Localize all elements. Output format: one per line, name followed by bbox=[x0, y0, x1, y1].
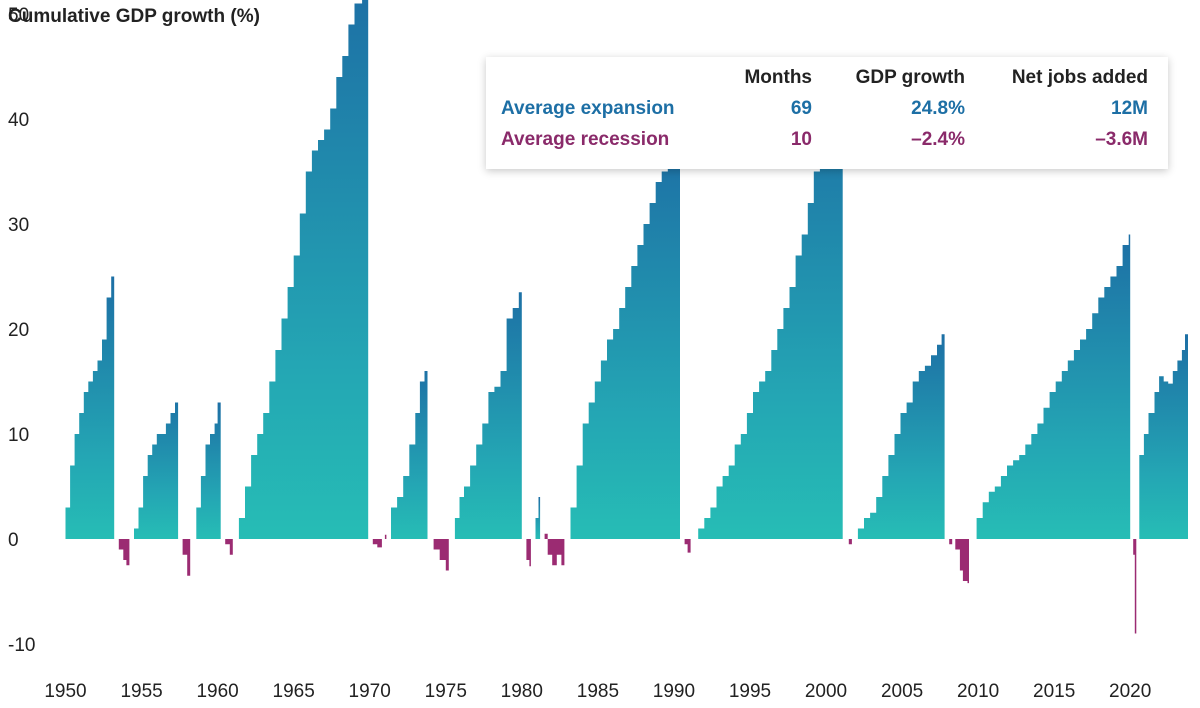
recession-area-17 bbox=[844, 539, 852, 545]
expansion-area-10 bbox=[450, 287, 522, 539]
expansion-area-20 bbox=[970, 234, 1131, 539]
expansion-area-16 bbox=[692, 87, 843, 539]
recession-area-1 bbox=[115, 539, 130, 566]
recession-area-3 bbox=[179, 539, 191, 576]
expansion-area-22 bbox=[1137, 334, 1188, 539]
x-tick-label: 1985 bbox=[577, 681, 619, 702]
legend-header-gdp-growth: GDP growth bbox=[855, 67, 965, 88]
x-tick-label: 1955 bbox=[120, 681, 162, 702]
x-tick-label: 1975 bbox=[425, 681, 467, 702]
expansion-area-12 bbox=[532, 497, 541, 539]
legend-recession-months: 10 bbox=[790, 129, 812, 150]
x-axis-ticks: 1950 1955 1960 1965 1970 1975 1980 1985 1990 1995… bbox=[44, 681, 1151, 702]
y-tick-label: 30 bbox=[8, 215, 29, 236]
series-areas bbox=[64, 0, 1188, 634]
legend-expansion-label: Average expansion bbox=[501, 98, 675, 119]
x-tick-label: 2010 bbox=[957, 681, 999, 702]
legend-expansion-gdp: 24.8% bbox=[911, 98, 965, 119]
y-tick-label: 10 bbox=[8, 425, 29, 446]
y-tick-label: 40 bbox=[8, 110, 29, 131]
recession-area-15 bbox=[681, 539, 691, 555]
recession-area-9 bbox=[429, 539, 449, 578]
recession-area-11 bbox=[523, 539, 531, 567]
recession-area-13 bbox=[541, 533, 565, 568]
x-tick-label: 1960 bbox=[196, 681, 238, 702]
x-tick-label: 1980 bbox=[501, 681, 543, 702]
recession-area-5 bbox=[222, 539, 233, 555]
legend-expansion-jobs: 12M bbox=[1111, 98, 1148, 119]
x-tick-label: 2015 bbox=[1033, 681, 1075, 702]
y-tick-label: -10 bbox=[8, 635, 35, 656]
expansion-area-0 bbox=[64, 276, 115, 539]
y-axis-title: Cumulative GDP growth (%) bbox=[8, 6, 260, 27]
y-tick-label: 20 bbox=[8, 320, 29, 341]
x-tick-label: 1965 bbox=[273, 681, 315, 702]
x-tick-label: 1995 bbox=[729, 681, 771, 702]
recession-area-7 bbox=[369, 534, 387, 548]
y-axis-ticks: -10 0 10 20 30 40 50 bbox=[8, 5, 35, 656]
x-tick-label: 2005 bbox=[881, 681, 923, 702]
y-tick-label: 50 bbox=[8, 5, 29, 26]
recession-area-19 bbox=[946, 539, 969, 584]
x-tick-label: 2020 bbox=[1109, 681, 1151, 702]
x-tick-label: 1970 bbox=[349, 681, 391, 702]
x-tick-label: 1950 bbox=[44, 681, 86, 702]
legend-header-months: Months bbox=[744, 67, 812, 88]
y-tick-label: 0 bbox=[8, 530, 19, 551]
summary-legend: Months GDP growth Net jobs added Average… bbox=[486, 57, 1168, 169]
expansion-area-4 bbox=[191, 402, 221, 539]
legend-recession-gdp: –2.4% bbox=[911, 129, 965, 150]
x-tick-label: 1990 bbox=[653, 681, 695, 702]
recession-area-21 bbox=[1131, 539, 1137, 634]
legend-recession-label: Average recession bbox=[501, 129, 670, 150]
expansion-area-14 bbox=[565, 140, 680, 539]
legend-expansion-months: 69 bbox=[790, 98, 812, 119]
expansion-area-6 bbox=[234, 0, 369, 539]
legend-recession-jobs: –3.6M bbox=[1095, 129, 1148, 150]
expansion-area-18 bbox=[853, 334, 945, 539]
legend-header-net-jobs: Net jobs added bbox=[1011, 67, 1148, 88]
expansion-area-8 bbox=[388, 365, 428, 539]
x-tick-label: 2000 bbox=[805, 681, 847, 702]
expansion-area-2 bbox=[130, 392, 179, 539]
